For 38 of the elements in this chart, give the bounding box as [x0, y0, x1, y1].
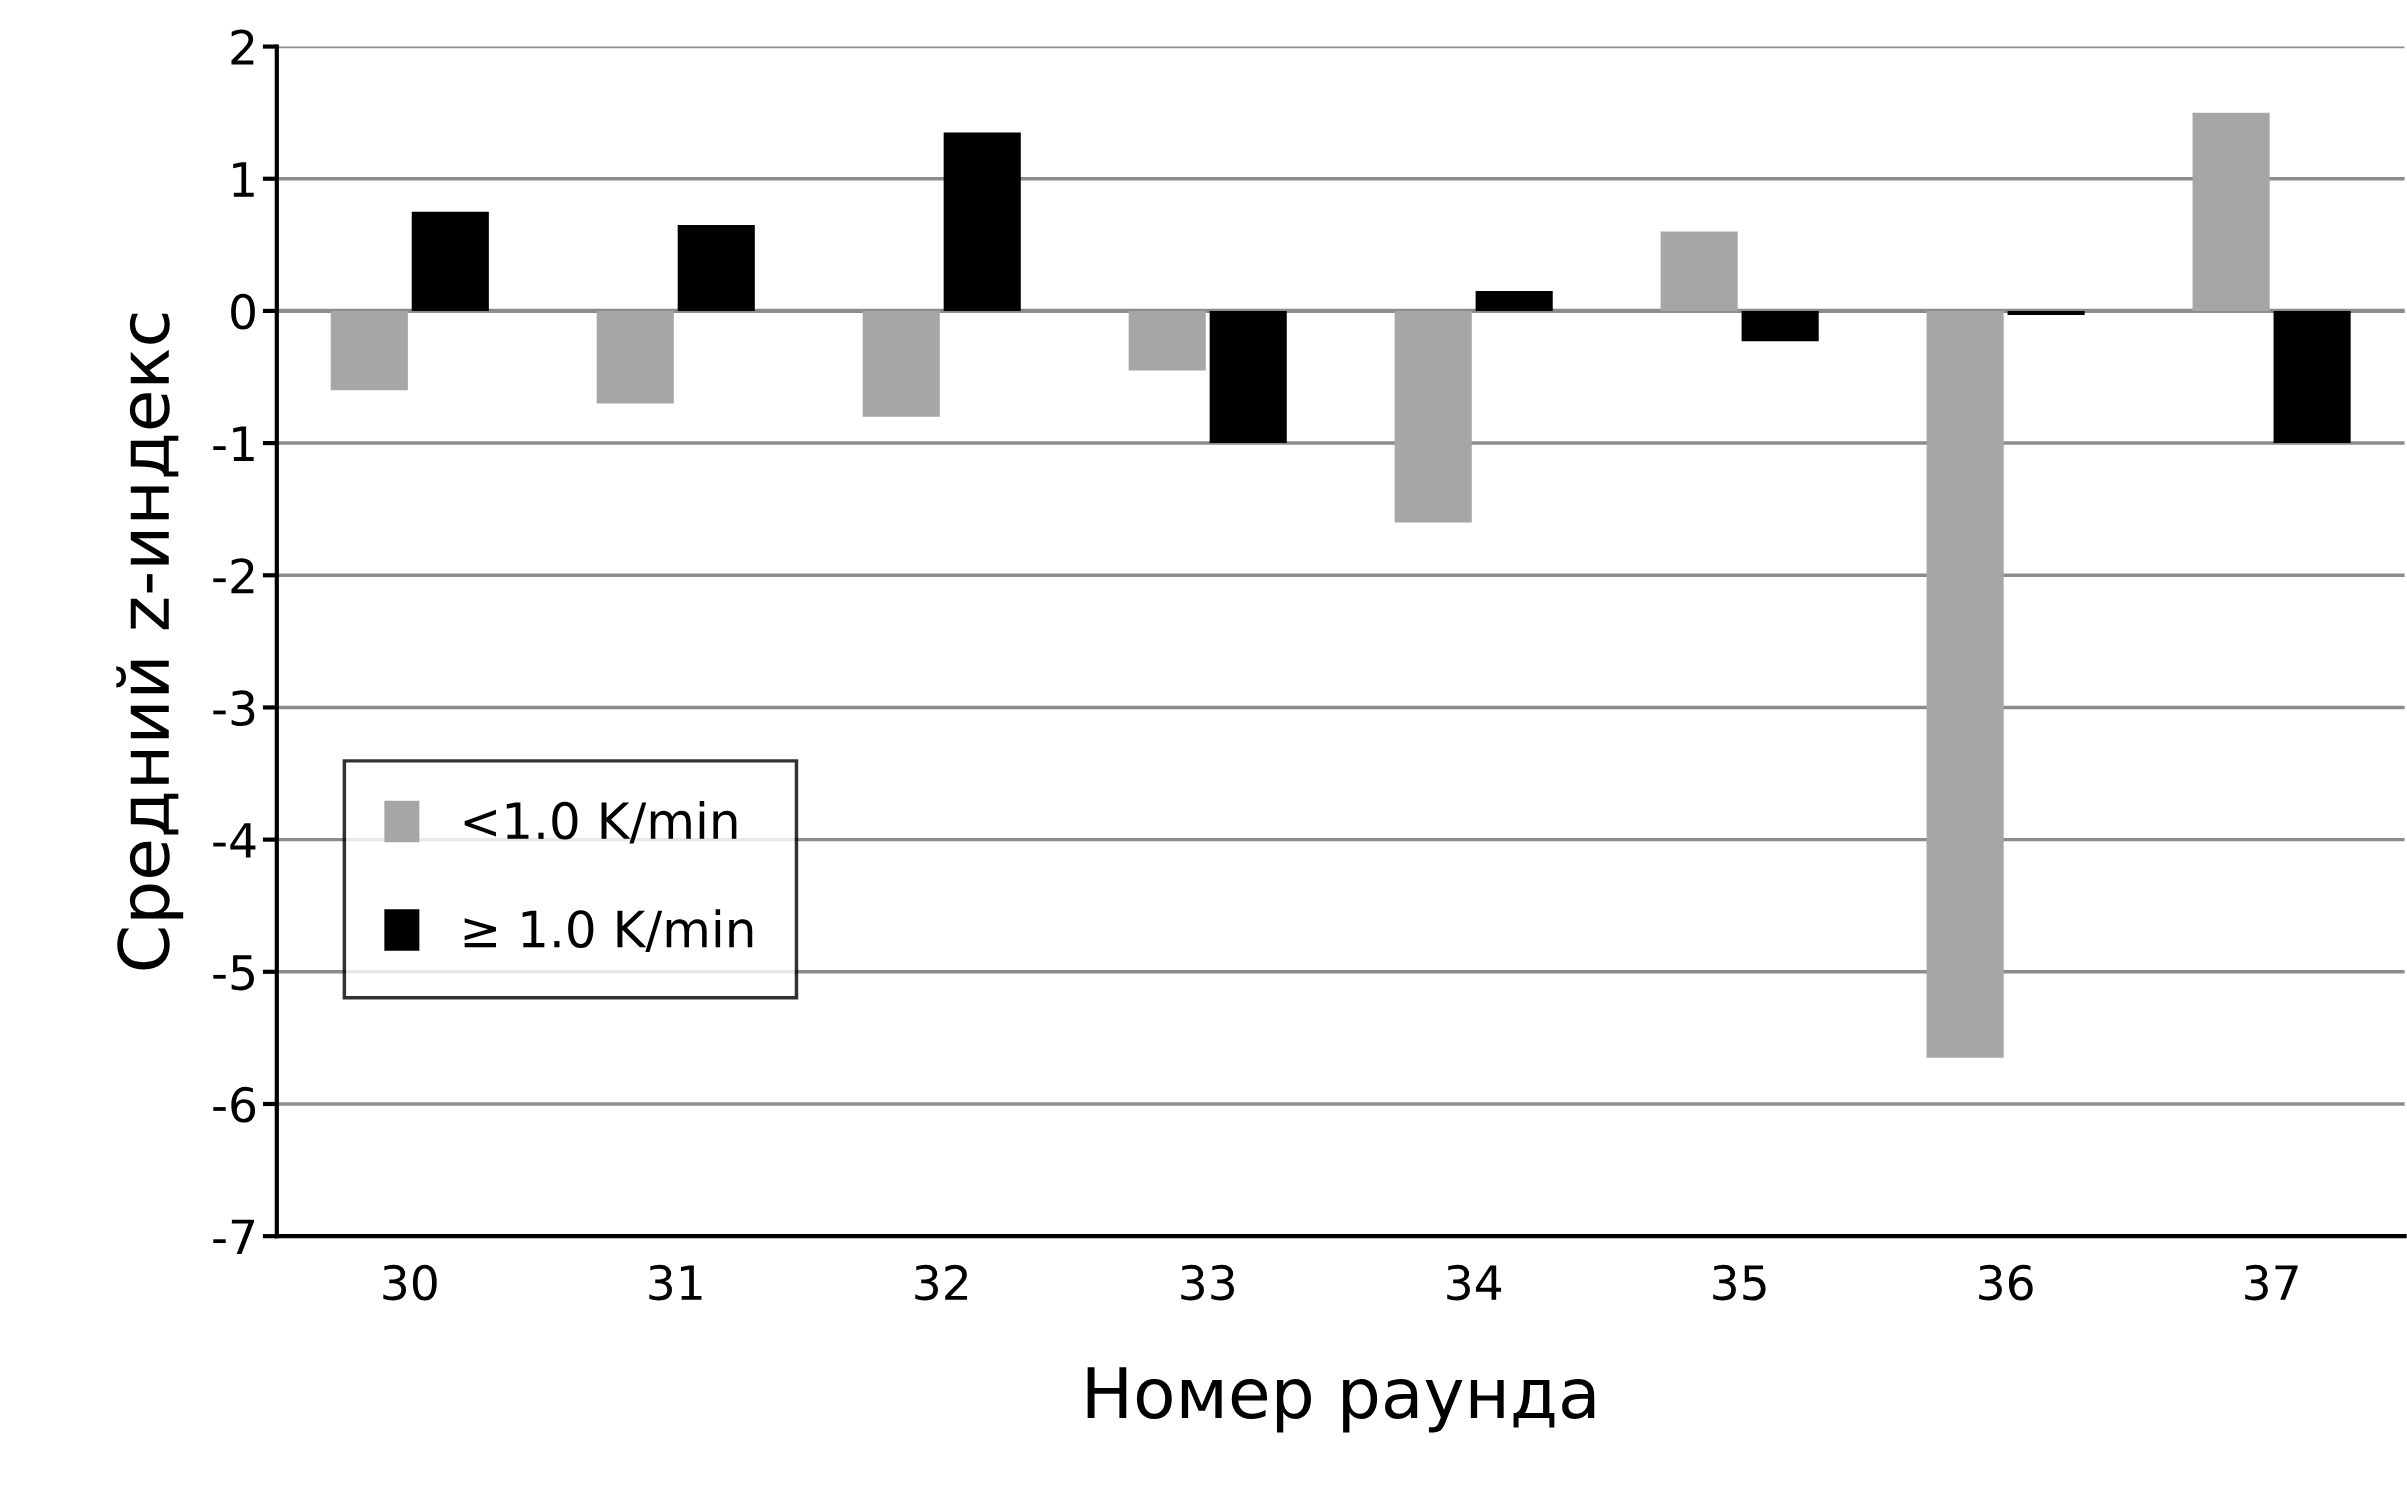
- bar: [1741, 310, 1819, 342]
- bar: [1209, 310, 1287, 444]
- y-tick-label: -4: [213, 823, 256, 858]
- bar: [1660, 231, 1738, 311]
- y-tick-label: -1: [213, 426, 254, 462]
- bar: [1926, 310, 2004, 1058]
- bar: [1128, 310, 1206, 371]
- bar: [862, 310, 940, 417]
- y-tick-label: -5: [213, 955, 254, 991]
- x-tick-label: 33: [1181, 1264, 1234, 1301]
- x-tick-label: 32: [915, 1264, 968, 1301]
- bar: [330, 310, 408, 391]
- y-tick-label: -2: [213, 558, 254, 594]
- y-tick-label: 2: [231, 29, 254, 65]
- x-tick-label: 31: [649, 1264, 702, 1301]
- x-tick-label: 30: [383, 1264, 437, 1301]
- legend-label: <1.0 K/min: [464, 800, 737, 844]
- y-tick-label: 0: [231, 293, 255, 330]
- bar: [2007, 310, 2085, 315]
- bar: [943, 132, 1021, 311]
- bar: [2273, 310, 2351, 444]
- bar: [596, 310, 674, 404]
- y-tick-label: -3: [213, 690, 255, 727]
- y-tick-label: -7: [213, 1219, 255, 1255]
- bar: [2192, 112, 2270, 311]
- bar: [1394, 310, 1472, 523]
- bar: [1475, 291, 1553, 311]
- x-tick-label: 36: [1979, 1264, 2033, 1301]
- y-tick-label: 1: [233, 162, 254, 197]
- y-tick-label: -6: [213, 1086, 256, 1123]
- x-tick-label: 34: [1447, 1264, 1502, 1301]
- y-axis-title: Средний z-индекс: [116, 313, 184, 970]
- legend-label: ≥ 1.0 K/min: [464, 909, 753, 952]
- bar: [411, 211, 489, 311]
- bar: [677, 225, 755, 311]
- x-axis-title: Номер раунда: [1087, 1367, 1595, 1433]
- x-tick-label: 37: [2245, 1264, 2298, 1301]
- x-tick-label: 35: [1713, 1264, 1766, 1301]
